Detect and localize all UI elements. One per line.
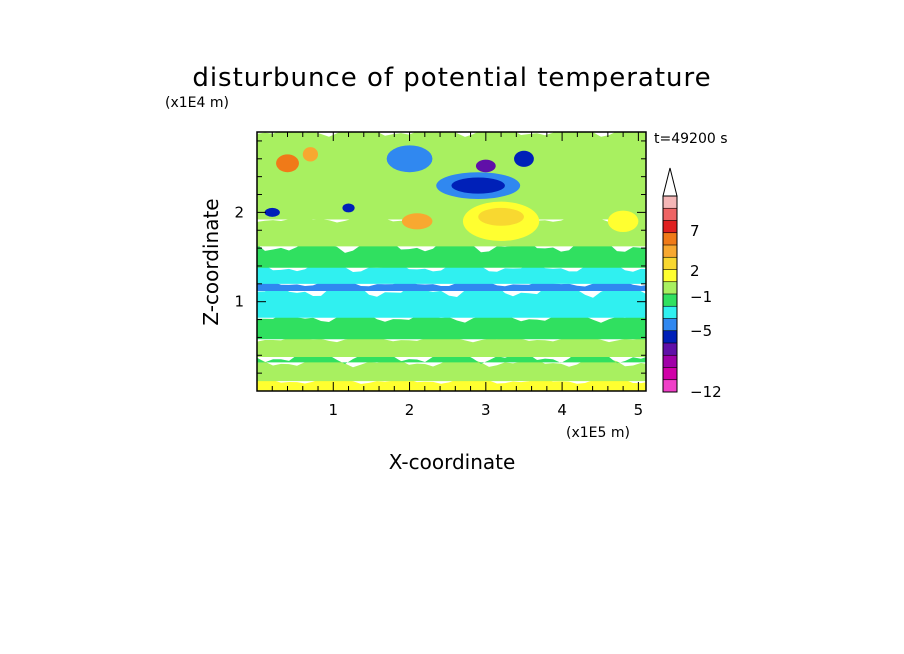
axis-ticks: 1 2 3 4 5 1 2	[234, 132, 646, 419]
colorbar-swatch	[663, 318, 677, 332]
y-axis-title: Z-coordinate	[199, 198, 223, 325]
x-tick-label: 5	[634, 401, 644, 419]
contour-anomaly	[386, 145, 433, 173]
colorbar-swatch	[663, 269, 677, 283]
x-tick-label: 3	[481, 401, 491, 419]
colorbar-swatch	[663, 196, 677, 209]
x-unit-label: (x1E5 m)	[566, 425, 630, 441]
contour-anomaly	[401, 213, 433, 230]
colorbar-swatch	[663, 257, 677, 270]
contour-band	[257, 357, 646, 382]
contour-band	[257, 132, 646, 220]
colorbar-label: 2	[690, 262, 700, 280]
contour-anomaly	[342, 203, 355, 213]
contour-band	[257, 240, 646, 268]
colorbar-swatch	[663, 232, 677, 246]
colorbar-swatch	[663, 330, 677, 344]
colorbar-swatch	[663, 306, 677, 319]
contour-band	[257, 284, 646, 318]
x-axis-title: X-coordinate	[389, 450, 516, 474]
colorbar: 7 2 −1 −5 −12	[662, 167, 722, 401]
contour-anomaly	[478, 207, 524, 226]
colorbar-swatch	[663, 294, 677, 307]
contour-band	[257, 216, 646, 247]
contour-anomaly	[451, 177, 505, 194]
plot-frame	[256, 131, 647, 392]
colorbar-label: −5	[690, 322, 712, 340]
contour-anomaly	[514, 150, 534, 167]
x-tick-label: 4	[557, 401, 567, 419]
contour-anomaly	[264, 207, 280, 217]
y-unit-label: (x1E4 m)	[165, 95, 229, 111]
colorbar-swatch	[663, 220, 677, 234]
contour-anomaly	[276, 154, 299, 173]
contour-band	[257, 313, 646, 340]
colorbar-label: −1	[690, 288, 712, 306]
plot-area	[257, 132, 646, 391]
contour-anomaly	[475, 159, 496, 173]
contour-band	[257, 378, 646, 391]
colorbar-swatch	[663, 355, 677, 368]
contour-anomaly	[607, 210, 639, 233]
colorbar-label: 7	[690, 222, 700, 240]
colorbar-swatch	[663, 343, 677, 356]
colorbar-swatch	[663, 245, 677, 258]
colorbar-swatch	[663, 379, 677, 393]
y-tick-label: 1	[234, 293, 244, 311]
colorbar-swatch	[663, 208, 677, 221]
colorbar-label: −12	[690, 383, 722, 401]
contour-band	[257, 263, 646, 284]
colorbar-swatch	[663, 367, 677, 381]
x-tick-label: 1	[329, 401, 339, 419]
contour-anomaly	[302, 147, 319, 162]
chart-title: disturbunce of potential temperature	[192, 63, 711, 93]
colorbar-extend-arrow	[662, 167, 678, 197]
x-tick-label: 2	[405, 401, 415, 419]
contour-band	[257, 350, 646, 364]
y-tick-label: 2	[234, 203, 244, 221]
time-label: t=49200 s	[654, 131, 728, 147]
contour-band	[257, 336, 646, 358]
colorbar-swatch	[663, 281, 677, 295]
